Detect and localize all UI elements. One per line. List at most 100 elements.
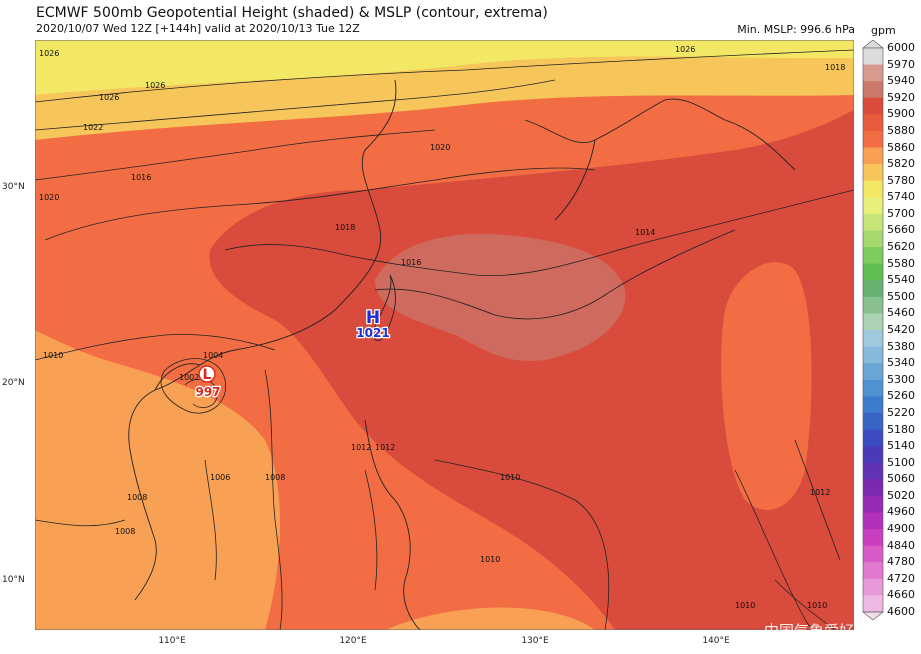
isobars (35, 49, 854, 630)
colorbar-level-label: 5100 (887, 455, 915, 469)
colorbar-level-label: 5020 (887, 488, 915, 502)
colorbar (862, 40, 884, 620)
colorbar-swatch (863, 379, 883, 397)
colorbar-swatch (863, 97, 883, 115)
min-mslp-readout: Min. MSLP: 996.6 hPa (737, 23, 855, 36)
contour-label: 1026 (99, 93, 119, 102)
colorbar-swatch (863, 562, 883, 580)
colorbar-level-label: 5180 (887, 422, 915, 436)
chart-title: ECMWF 500mb Geopotential Height (shaded)… (36, 5, 548, 21)
colorbar-level-label: 5700 (887, 206, 915, 220)
lat-label: 20°N (2, 378, 25, 388)
colorbar-level-label: 5940 (887, 74, 915, 88)
contour-label: 1020 (430, 143, 450, 152)
colorbar-level-label: 4900 (887, 522, 915, 536)
colorbar-level-label: 5820 (887, 157, 915, 171)
band-5880-east (721, 262, 812, 510)
colorbar-level-label: 5970 (887, 57, 915, 71)
colorbar-swatch (863, 578, 883, 596)
band-5740 (35, 40, 854, 95)
watermark: 中国气象爱好者 (764, 622, 870, 640)
contour-label: 1004 (203, 351, 223, 360)
colorbar-level-label: 4780 (887, 555, 915, 569)
colorbar-swatch (863, 180, 883, 198)
colorbar-level-label: 5380 (887, 339, 915, 353)
colorbar-level-label: 5780 (887, 173, 915, 187)
low-pressure-value: 997 (195, 385, 220, 399)
high-pressure-value: 1021 (356, 326, 389, 340)
colorbar-swatch (863, 247, 883, 265)
colorbar-swatch (863, 114, 883, 132)
contour-label: 1018 (335, 223, 355, 232)
contour-label: 1010 (480, 555, 500, 564)
coastlines (128, 79, 796, 630)
contour-label: 1010 (807, 601, 827, 610)
contour-label: 1010 (735, 601, 755, 610)
contour-label: 1008 (265, 473, 285, 482)
lon-label: 130°E (521, 636, 549, 646)
band-5780 (35, 56, 854, 140)
colorbar-level-label: 4660 (887, 588, 915, 602)
low-center-ring (198, 365, 216, 383)
colorbar-swatch (863, 130, 883, 149)
colorbar-swatch (863, 479, 883, 497)
colorbar-level-label: 5660 (887, 223, 915, 237)
colorbar-swatch (863, 495, 883, 513)
colorbar-swatch (863, 263, 883, 281)
lon-label: 120°E (339, 636, 367, 646)
contour-label: 1012 (351, 443, 371, 452)
colorbar-swatch (863, 280, 883, 298)
colorbar-level-label: 5140 (887, 439, 915, 453)
colorbar-swatch (863, 346, 883, 364)
colorbar-bottom-arrow (862, 611, 884, 620)
colorbar-level-label: 5420 (887, 323, 915, 336)
contour-label: 1018 (825, 63, 845, 72)
high-pressure-symbol: H (366, 308, 380, 328)
colorbar-level-label: 5920 (887, 90, 915, 104)
colorbar-level-label: 5620 (887, 240, 915, 254)
colorbar-swatch (863, 512, 883, 530)
colorbar-level-label: 6000 (887, 41, 915, 54)
colorbar-swatch (863, 545, 883, 563)
colorbar-level-label: 5220 (887, 405, 915, 419)
contour-label: 1016 (401, 258, 421, 267)
colorbar-level-label: 5300 (887, 372, 915, 386)
colorbar-swatch (863, 313, 883, 331)
colorbar-level-label: 5460 (887, 306, 915, 320)
colorbar-swatch (863, 81, 883, 99)
colorbar-swatch (863, 595, 883, 613)
colorbar-swatch (863, 330, 883, 348)
contour-label: 1008 (115, 527, 135, 536)
colorbar-level-label: 5340 (887, 356, 915, 370)
low-pressure-symbol: L (203, 367, 212, 383)
colorbar-level-label: 4720 (887, 571, 915, 585)
contour-label: 1026 (145, 81, 165, 90)
contour-label: 1008 (127, 493, 147, 502)
contour-label: 1006 (210, 473, 230, 482)
weather-map: 1026 1026 1026 1026 1022 1020 1020 1018 … (35, 40, 854, 630)
lon-label: 110°E (158, 636, 186, 646)
colorbar-level-label: 5880 (887, 123, 915, 137)
band-5900 (209, 110, 854, 630)
colorbar-level-label: 4960 (887, 505, 915, 519)
colorbar-level-label: 5060 (887, 472, 915, 486)
contour-label: 1016 (131, 173, 151, 182)
contour-label: 1026 (39, 49, 59, 58)
contour-label: 1010 (500, 473, 520, 482)
contour-label: 1010 (43, 351, 63, 360)
colorbar-swatch (863, 396, 883, 414)
lat-label: 30°N (2, 182, 25, 192)
valid-time: 2020/10/07 Wed 12Z [+144h] valid at 2020… (36, 22, 360, 35)
colorbar-level-label: 5860 (887, 140, 915, 154)
colorbar-swatch (863, 363, 883, 381)
colorbar-level-label: 4600 (887, 605, 915, 618)
contour-label: 1012 (375, 443, 395, 452)
colorbar-swatch (863, 164, 883, 182)
colorbar-level-label: 5900 (887, 107, 915, 121)
colorbar-swatch (863, 213, 883, 231)
colorbar-swatch (863, 446, 883, 464)
colorbar-swatch (863, 48, 883, 66)
colorbar-level-label: 4840 (887, 538, 915, 552)
colorbar-level-label: 5260 (887, 389, 915, 403)
lon-label: 140°E (702, 636, 730, 646)
